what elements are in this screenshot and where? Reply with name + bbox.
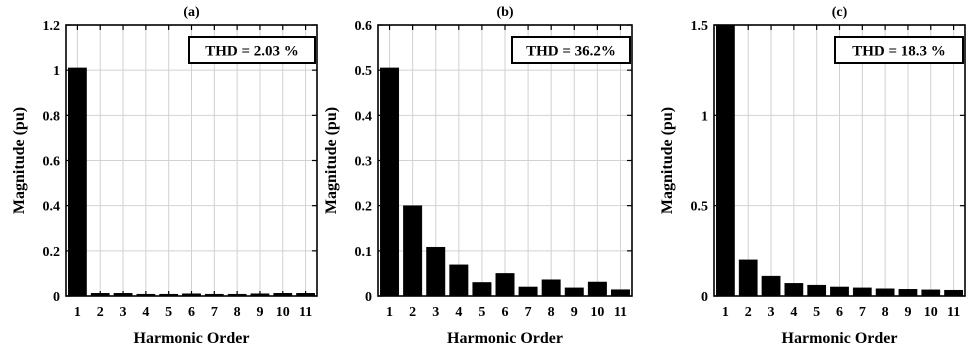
y-tick-label: 1.2	[43, 19, 61, 34]
thd-annotation: THD = 2.03 %	[205, 44, 299, 60]
y-tick-label: 0.5	[355, 64, 373, 79]
x-tick-label: 11	[299, 305, 312, 320]
y-tick-label: 0	[365, 290, 372, 305]
y-tick-label: 0.3	[355, 155, 373, 170]
chart-title: (a)	[183, 5, 200, 20]
x-tick-label: 2	[409, 305, 416, 320]
y-tick-label: 0	[53, 290, 60, 305]
x-tick-label: 2	[745, 305, 752, 320]
x-tick-label: 4	[142, 305, 149, 320]
x-tick-label: 3	[120, 305, 127, 320]
x-tick-label: 2	[97, 305, 104, 320]
bar	[716, 24, 735, 297]
x-tick-label: 11	[947, 305, 960, 320]
x-tick-label: 1	[722, 305, 729, 320]
y-tick-label: 0.2	[355, 200, 373, 215]
x-axis-label: Harmonic Order	[782, 330, 898, 347]
x-tick-label: 6	[836, 305, 843, 320]
x-tick-label: 7	[859, 305, 866, 320]
x-tick-label: 7	[525, 305, 532, 320]
x-tick-label: 7	[211, 305, 218, 320]
bar	[68, 67, 87, 297]
y-tick-label: 0.6	[355, 19, 373, 34]
thd-annotation-box	[188, 36, 316, 64]
y-axis-label: Magnitude (pu)	[11, 107, 28, 214]
chart-panel-1: 0 0.1 0.2 0.3 0.4 0.5 0.6 1 2 3 4 5 6 7 8 9 10 11 (b) Harmo…	[323, 5, 633, 347]
y-tick-label: 0.1	[355, 245, 373, 260]
x-tick-label: 9	[571, 305, 578, 320]
x-tick-label: 4	[455, 305, 462, 320]
y-axis-label: Magnitude (pu)	[323, 107, 340, 214]
y-tick-label: 0.4	[43, 200, 61, 215]
x-tick-label: 3	[432, 305, 439, 320]
bar	[403, 205, 423, 297]
thd-annotation-box	[511, 36, 631, 64]
x-tick-label: 1	[74, 305, 81, 320]
x-tick-label: 10	[590, 305, 604, 320]
x-tick-label: 5	[478, 305, 485, 320]
x-tick-label: 9	[904, 305, 911, 320]
chart-title: (c)	[832, 5, 848, 20]
x-axis-label: Harmonic Order	[447, 330, 563, 347]
x-tick-label: 8	[548, 305, 555, 320]
bar	[738, 259, 758, 297]
y-tick-label: 0.2	[43, 245, 61, 260]
chart-panel-2: 0 0.5 1 1.5 1 2 3 4 5 6 7 8 9 10 11 (c) Harmonic Order Ma…	[659, 5, 966, 347]
y-tick-label: 1	[53, 64, 60, 79]
thd-annotation-box	[834, 36, 964, 64]
x-tick-label: 6	[502, 305, 509, 320]
thd-annotation: THD = 36.2%	[526, 44, 616, 60]
y-tick-label: 0.6	[43, 155, 61, 170]
bar	[380, 67, 400, 297]
y-tick-label: 0.8	[43, 109, 61, 124]
x-tick-label: 10	[276, 305, 290, 320]
bar	[426, 246, 446, 297]
x-tick-label: 3	[768, 305, 775, 320]
x-tick-label: 11	[614, 305, 627, 320]
x-tick-label: 10	[924, 305, 938, 320]
x-tick-label: 8	[882, 305, 889, 320]
y-axis-label: Magnitude (pu)	[659, 107, 676, 214]
y-tick-label: 0.5	[691, 200, 709, 215]
thd-annotation: THD = 18.3 %	[852, 44, 946, 60]
y-tick-label: 1	[701, 109, 708, 124]
x-tick-label: 5	[165, 305, 172, 320]
y-tick-label: 1.5	[691, 19, 709, 34]
x-tick-label: 8	[234, 305, 241, 320]
x-axis-label: Harmonic Order	[134, 330, 250, 347]
x-tick-label: 5	[813, 305, 820, 320]
x-tick-label: 6	[188, 305, 195, 320]
chart-title: (b)	[496, 5, 513, 20]
y-tick-label: 0.4	[355, 109, 373, 124]
x-tick-label: 9	[256, 305, 263, 320]
x-tick-label: 1	[386, 305, 393, 320]
x-tick-label: 4	[790, 305, 797, 320]
chart-panel-0: 0 0.2 0.4 0.6 0.8 1 1.2 1 2 3 4 5 6 7 8 9 10 11 (a) Harmoni…	[11, 5, 318, 347]
y-tick-label: 0	[701, 290, 708, 305]
